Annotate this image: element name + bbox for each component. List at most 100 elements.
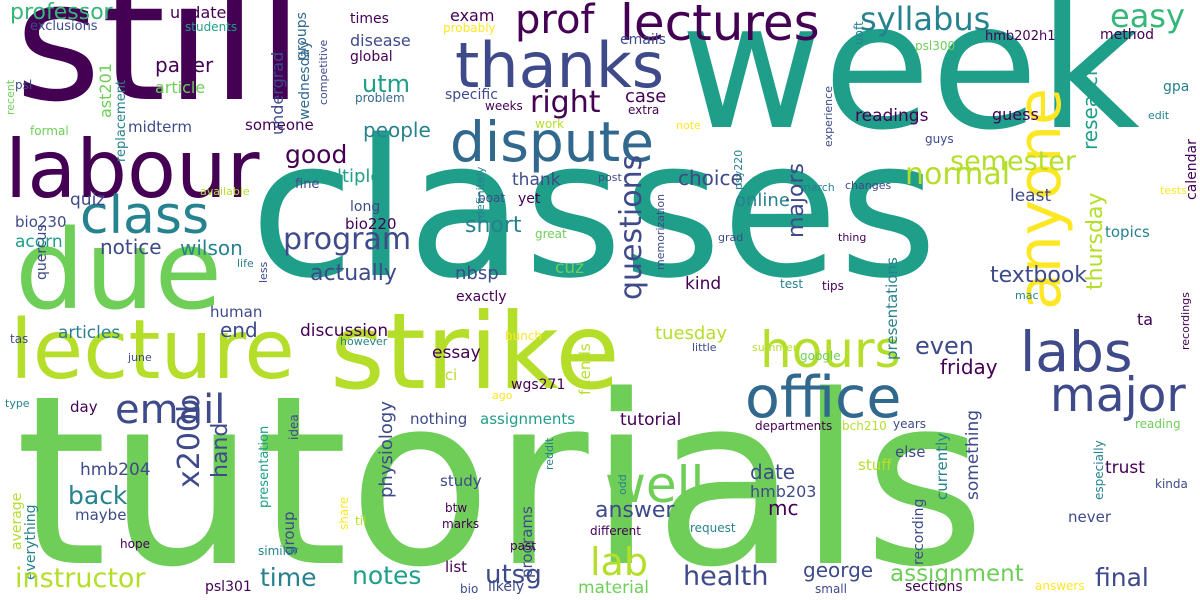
- word-past: past: [510, 539, 536, 553]
- word-note: note: [676, 119, 701, 132]
- word-maybe: maybe: [75, 506, 127, 524]
- word-classes: classes: [250, 99, 938, 320]
- word-probably: probably: [443, 21, 496, 35]
- word-labs: labs: [1020, 320, 1133, 384]
- word-dispute: dispute: [450, 110, 655, 174]
- word-available: available: [200, 185, 250, 198]
- word-summer: summer: [752, 341, 798, 354]
- word-gpa: gpa: [1163, 79, 1190, 95]
- word-kinda: kinda: [1155, 477, 1188, 491]
- word-syllabus: syllabus: [860, 0, 991, 38]
- word-june: june: [128, 351, 152, 364]
- word-odd: odd: [616, 474, 629, 495]
- word-final: final: [1095, 563, 1149, 592]
- word-tas: tas: [10, 332, 29, 346]
- word-emails: emails: [620, 32, 666, 48]
- word-tips: tips: [822, 279, 844, 293]
- word-right: right: [530, 85, 601, 120]
- word-currently: currently: [933, 432, 951, 500]
- word-hope: hope: [120, 537, 150, 551]
- word-small: small: [815, 582, 847, 596]
- word-date: date: [750, 460, 796, 484]
- word-wednesday: wednesday: [297, 40, 313, 120]
- word-test: test: [780, 277, 804, 291]
- word-something: something: [963, 409, 983, 500]
- word-ta: ta: [1137, 310, 1154, 329]
- word-memorization: memorization: [654, 193, 667, 270]
- word-trust: trust: [1105, 458, 1145, 478]
- word-semester: semester: [950, 146, 1076, 177]
- word-cuz: cuz: [555, 258, 585, 278]
- word-different: different: [590, 524, 641, 538]
- word-presentation: presentation: [257, 425, 272, 508]
- word-bio: bio: [460, 582, 479, 596]
- word-someone: someone: [245, 116, 314, 134]
- word-hmb204: hmb204: [80, 460, 151, 480]
- word-google: google: [800, 349, 841, 363]
- word-update: update: [170, 3, 227, 22]
- word-multiple: multiple: [308, 166, 382, 187]
- word-week: week: [680, 0, 1140, 169]
- word-idea: idea: [287, 414, 301, 440]
- word-textbook: textbook: [990, 263, 1088, 288]
- word-instructor: instructor: [15, 563, 146, 594]
- word-midterm: midterm: [128, 118, 192, 136]
- word-bio230: bio230: [15, 213, 67, 231]
- word-labour: labour: [5, 123, 260, 216]
- word-bch210: bch210: [842, 419, 887, 433]
- word-psl: psl: [15, 78, 33, 92]
- word-yet: yet: [518, 191, 541, 207]
- word-well: well: [605, 456, 705, 514]
- word-professor: professor: [10, 0, 113, 25]
- word-answers: answers: [1035, 579, 1085, 593]
- word-notes: notes: [352, 561, 422, 590]
- word-due: due: [15, 206, 223, 334]
- word-class: class: [80, 186, 210, 246]
- word-til: til: [355, 514, 367, 528]
- word-similar: similar: [258, 544, 299, 558]
- word-disease: disease: [350, 31, 411, 50]
- word-departments: departments: [755, 419, 833, 433]
- word-day: day: [70, 398, 98, 416]
- word-tests: tests: [1160, 184, 1187, 197]
- word-nothing: nothing: [410, 410, 468, 428]
- word-life: life: [237, 257, 254, 270]
- word-even: even: [915, 332, 974, 360]
- word-answer: answer: [595, 498, 675, 523]
- word-work: work: [535, 117, 565, 131]
- word-competitive: competitive: [317, 39, 330, 105]
- word-end: end: [220, 318, 258, 342]
- word-bio220: bio220: [345, 215, 397, 233]
- word-back: back: [68, 481, 128, 510]
- word-mac: mac: [1015, 289, 1039, 302]
- word-time: time: [260, 563, 317, 592]
- word-extra: extra: [628, 103, 660, 117]
- word-wgs271: wgs271: [511, 377, 566, 393]
- word-normal: normal: [905, 157, 1011, 192]
- word-hmb202h1: hmb202h1: [985, 29, 1056, 44]
- word-type: type: [5, 397, 30, 410]
- word-hours: hours: [760, 321, 901, 379]
- word-thing: thing: [838, 231, 867, 244]
- word-edit: edit: [1148, 109, 1170, 122]
- word-health: health: [683, 561, 769, 592]
- word-assignments: assignments: [480, 410, 576, 428]
- word-likely: likely: [488, 579, 525, 595]
- word-post: post: [598, 171, 622, 184]
- word-short: short: [465, 213, 522, 238]
- word-stuff: stuff: [858, 456, 892, 474]
- word-friends: friends: [576, 343, 594, 395]
- word-presentations: presentations: [883, 257, 901, 360]
- word-case: case: [625, 86, 667, 107]
- word-sci: sci: [437, 366, 458, 384]
- word-lab: lab: [590, 540, 648, 584]
- word-easy: easy: [1110, 0, 1185, 35]
- word-changes: changes: [845, 179, 892, 192]
- word-nbsp: nbsp: [455, 263, 499, 284]
- word-wilson: wilson: [180, 236, 243, 260]
- word-problem: problem: [355, 91, 405, 105]
- word-years: years: [893, 417, 927, 431]
- word-weeks: weeks: [485, 99, 523, 113]
- word-tutorials: tutorials: [15, 346, 986, 600]
- word-paper: paper: [155, 53, 214, 77]
